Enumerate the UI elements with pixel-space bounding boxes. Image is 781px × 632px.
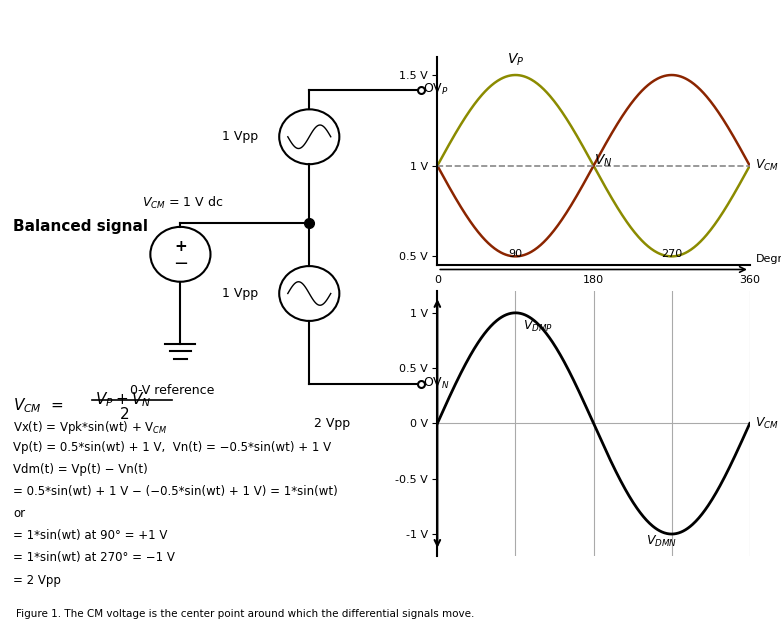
Text: 0-V reference: 0-V reference [130, 384, 214, 397]
Text: 180: 180 [583, 276, 604, 286]
Text: 2 Vpp: 2 Vpp [314, 417, 350, 430]
Text: $V_P$: $V_P$ [507, 51, 524, 68]
Text: Figure 1. The CM voltage is the center point around which the differential signa: Figure 1. The CM voltage is the center p… [16, 609, 474, 619]
Text: or: or [12, 507, 25, 520]
Text: $V_{CM}$ = 1 V dc: $V_{CM}$ = 1 V dc [142, 195, 223, 211]
Text: OV$_N$: OV$_N$ [423, 376, 450, 391]
Text: 0: 0 [434, 276, 440, 286]
Text: Vdm(t) = Vp(t) − Vn(t): Vdm(t) = Vp(t) − Vn(t) [12, 463, 148, 476]
Text: 1 Vpp: 1 Vpp [222, 130, 258, 143]
Text: $V_P + V_N$: $V_P + V_N$ [95, 390, 151, 409]
Text: Degree: Degree [756, 254, 781, 264]
Text: $V_{CM}$  =: $V_{CM}$ = [12, 397, 63, 415]
Text: Balanced signal: Balanced signal [12, 219, 148, 234]
Text: Vx(t) = Vpk*sin(wt) + V$_{CM}$: Vx(t) = Vpk*sin(wt) + V$_{CM}$ [12, 419, 167, 435]
Text: OV$_P$: OV$_P$ [423, 82, 449, 97]
Text: = 0.5*sin(wt) + 1 V − (−0.5*sin(wt) + 1 V) = 1*sin(wt): = 0.5*sin(wt) + 1 V − (−0.5*sin(wt) + 1 … [12, 485, 337, 498]
Text: $V_{DMP}$: $V_{DMP}$ [523, 319, 553, 334]
Text: = 2 Vpp: = 2 Vpp [12, 574, 61, 586]
Text: 2: 2 [119, 406, 130, 422]
Text: 360: 360 [740, 276, 760, 286]
Text: = 1*sin(wt) at 90° = +1 V: = 1*sin(wt) at 90° = +1 V [12, 530, 167, 542]
Text: $V_N$: $V_N$ [594, 152, 612, 169]
Text: −: − [173, 255, 188, 273]
Text: = 1*sin(wt) at 270° = −1 V: = 1*sin(wt) at 270° = −1 V [12, 551, 175, 564]
Text: 90: 90 [508, 249, 522, 259]
Text: $V_{DMN}$: $V_{DMN}$ [646, 534, 677, 549]
Text: $V_{CM}$: $V_{CM}$ [754, 158, 779, 173]
Text: Vp(t) = 0.5*sin(wt) + 1 V,  Vn(t) = −0.5*sin(wt) + 1 V: Vp(t) = 0.5*sin(wt) + 1 V, Vn(t) = −0.5*… [12, 441, 331, 454]
Text: +: + [174, 239, 187, 254]
Text: 1 Vpp: 1 Vpp [222, 287, 258, 300]
Text: 270: 270 [661, 249, 683, 259]
Text: $V_{CM}$: $V_{CM}$ [754, 416, 779, 431]
